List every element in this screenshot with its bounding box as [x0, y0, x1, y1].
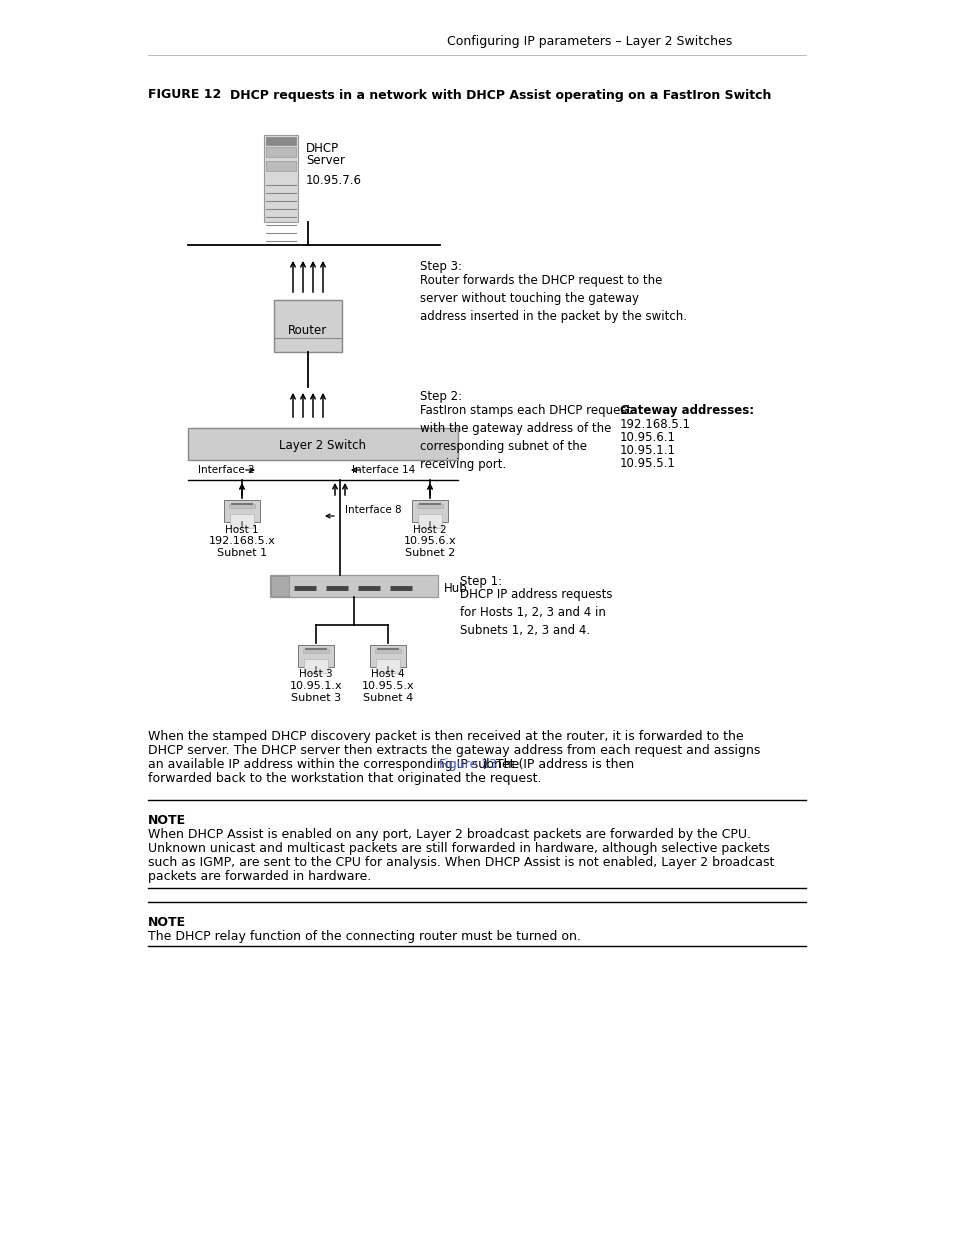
FancyBboxPatch shape	[298, 645, 334, 667]
Text: Subnet 2: Subnet 2	[404, 548, 455, 558]
Text: Layer 2 Switch: Layer 2 Switch	[279, 440, 366, 452]
FancyBboxPatch shape	[270, 576, 437, 597]
Text: packets are forwarded in hardware.: packets are forwarded in hardware.	[148, 869, 371, 883]
Text: NOTE: NOTE	[148, 916, 186, 929]
FancyBboxPatch shape	[370, 645, 405, 667]
Text: Step 1:: Step 1:	[459, 576, 501, 588]
FancyBboxPatch shape	[188, 429, 457, 459]
FancyBboxPatch shape	[417, 514, 441, 527]
FancyBboxPatch shape	[274, 300, 341, 352]
FancyBboxPatch shape	[416, 504, 442, 508]
Text: 10.95.5.1: 10.95.5.1	[619, 457, 675, 471]
Text: Subnet 4: Subnet 4	[362, 693, 413, 703]
FancyBboxPatch shape	[230, 514, 253, 527]
Text: 10.95.7.6: 10.95.7.6	[306, 174, 361, 188]
Text: When DHCP Assist is enabled on any port, Layer 2 broadcast packets are forwarded: When DHCP Assist is enabled on any port,…	[148, 827, 750, 841]
Text: Interface 8: Interface 8	[345, 505, 401, 515]
Text: such as IGMP, are sent to the CPU for analysis. When DHCP Assist is not enabled,: such as IGMP, are sent to the CPU for an…	[148, 856, 774, 869]
FancyBboxPatch shape	[303, 650, 329, 653]
Text: NOTE: NOTE	[148, 814, 186, 827]
FancyBboxPatch shape	[229, 504, 254, 508]
Text: Figure 13: Figure 13	[438, 758, 497, 771]
FancyBboxPatch shape	[412, 500, 447, 522]
Text: Step 2:: Step 2:	[419, 390, 461, 403]
Text: Step 3:: Step 3:	[419, 261, 461, 273]
Text: Configuring IP parameters – Layer 2 Switches: Configuring IP parameters – Layer 2 Swit…	[447, 36, 732, 48]
Text: Router: Router	[288, 325, 327, 337]
Text: 10.95.1.x: 10.95.1.x	[290, 680, 342, 692]
Text: Server: Server	[306, 154, 345, 168]
FancyBboxPatch shape	[375, 658, 399, 673]
Text: forwarded back to the workstation that originated the request.: forwarded back to the workstation that o…	[148, 772, 541, 785]
Text: FastIron stamps each DHCP request
with the gateway address of the
corresponding : FastIron stamps each DHCP request with t…	[419, 404, 631, 471]
Text: ). The IP address is then: ). The IP address is then	[482, 758, 633, 771]
Text: Host 2: Host 2	[413, 525, 446, 535]
FancyBboxPatch shape	[266, 137, 295, 144]
Text: Gateway addresses:: Gateway addresses:	[619, 404, 753, 417]
Text: Subnet 3: Subnet 3	[291, 693, 341, 703]
Text: 10.95.1.1: 10.95.1.1	[619, 445, 676, 457]
Text: Unknown unicast and multicast packets are still forwarded in hardware, although : Unknown unicast and multicast packets ar…	[148, 842, 769, 855]
FancyBboxPatch shape	[224, 500, 259, 522]
FancyBboxPatch shape	[266, 161, 295, 170]
Text: Interface 2: Interface 2	[198, 466, 254, 475]
FancyBboxPatch shape	[303, 658, 328, 673]
Text: DHCP requests in a network with DHCP Assist operating on a FastIron Switch: DHCP requests in a network with DHCP Ass…	[230, 89, 771, 101]
FancyBboxPatch shape	[266, 147, 295, 157]
Text: an available IP address within the corresponding IP subnet (: an available IP address within the corre…	[148, 758, 523, 771]
FancyBboxPatch shape	[375, 650, 400, 653]
Text: Host 1: Host 1	[225, 525, 258, 535]
Text: DHCP IP address requests
for Hosts 1, 2, 3 and 4 in
Subnets 1, 2, 3 and 4.: DHCP IP address requests for Hosts 1, 2,…	[459, 588, 612, 637]
Text: 192.168.5.x: 192.168.5.x	[209, 536, 275, 546]
FancyBboxPatch shape	[271, 576, 289, 597]
Text: 192.168.5.1: 192.168.5.1	[619, 417, 690, 431]
Text: Host 3: Host 3	[299, 669, 333, 679]
Text: DHCP: DHCP	[306, 142, 338, 156]
Text: DHCP server. The DHCP server then extracts the gateway address from each request: DHCP server. The DHCP server then extrac…	[148, 743, 760, 757]
Text: 10.95.5.x: 10.95.5.x	[361, 680, 414, 692]
Text: Subnet 1: Subnet 1	[216, 548, 267, 558]
Text: 10.95.6.x: 10.95.6.x	[403, 536, 456, 546]
Text: The DHCP relay function of the connecting router must be turned on.: The DHCP relay function of the connectin…	[148, 930, 580, 944]
Text: Router forwards the DHCP request to the
server without touching the gateway
addr: Router forwards the DHCP request to the …	[419, 274, 686, 324]
Text: When the stamped DHCP discovery packet is then received at the router, it is for: When the stamped DHCP discovery packet i…	[148, 730, 742, 743]
Text: FIGURE 12: FIGURE 12	[148, 89, 221, 101]
Text: Hub: Hub	[443, 583, 467, 595]
Text: 10.95.6.1: 10.95.6.1	[619, 431, 676, 445]
Text: Interface 14: Interface 14	[352, 466, 415, 475]
FancyBboxPatch shape	[264, 135, 297, 222]
Text: Host 4: Host 4	[371, 669, 404, 679]
